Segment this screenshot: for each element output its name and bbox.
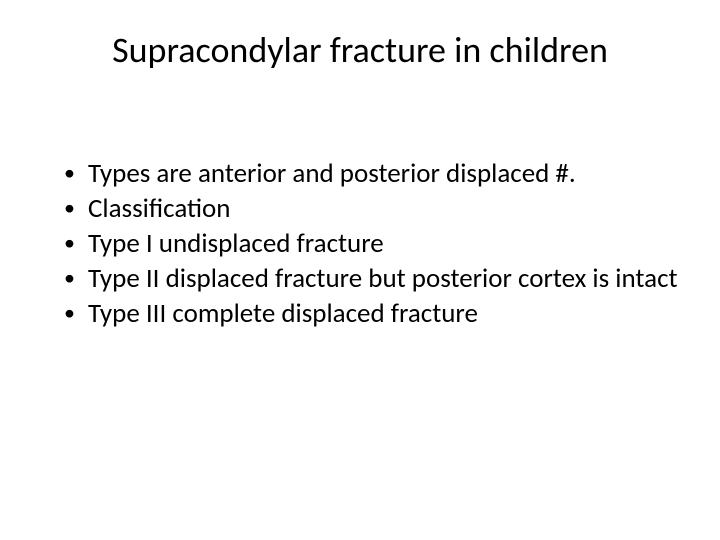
list-item: Type I undisplaced fracture (64, 228, 680, 261)
list-item: Classification (64, 193, 680, 226)
list-item: Type II displaced fracture but posterior… (64, 263, 680, 296)
slide: Supracondylar fracture in children Types… (0, 0, 720, 540)
slide-title: Supracondylar fracture in children (40, 28, 680, 72)
bullet-list: Types are anterior and posterior displac… (40, 158, 680, 331)
list-item: Types are anterior and posterior displac… (64, 158, 680, 191)
list-item: Type III complete displaced fracture (64, 298, 680, 331)
